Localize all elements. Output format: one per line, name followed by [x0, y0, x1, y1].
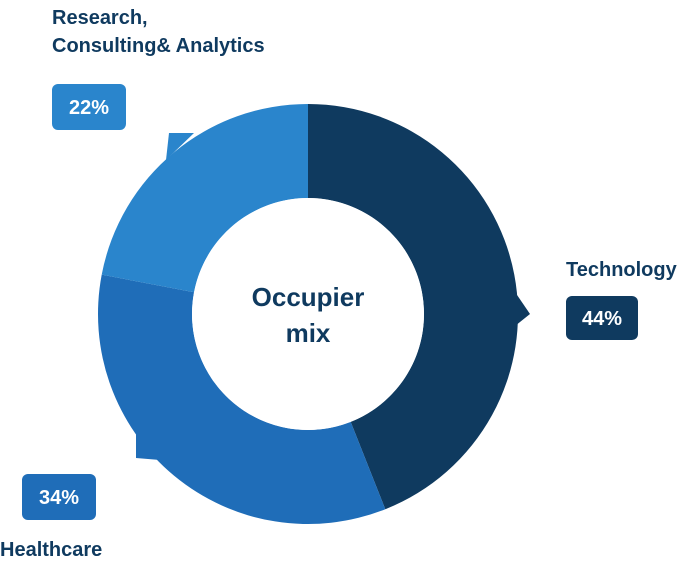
slice-name-label: Technology — [566, 259, 678, 281]
value-badge-label: 22% — [69, 97, 109, 119]
slice-name-label: Consulting& Analytics — [52, 35, 265, 57]
center-label-line-1: Occupier — [252, 282, 365, 312]
value-badge — [566, 296, 638, 340]
slice-name-label: Healthcare — [0, 539, 102, 561]
donut-center: Occupier mix — [192, 198, 424, 430]
value-badge-label: 34% — [39, 487, 79, 509]
donut-slices — [97, 104, 530, 525]
slice-pointer-tab — [515, 292, 530, 326]
slice-label-group: Technology 44% — [566, 259, 678, 340]
slice-technology — [308, 104, 518, 510]
slice-research-consulting-analytics — [101, 104, 308, 293]
value-badge — [22, 474, 96, 520]
slice-healthcare — [97, 274, 386, 525]
donut-hole — [192, 198, 424, 430]
slice-labels: Technology 44% Healthcare 34% Research, Consu… — [0, 7, 678, 561]
slice-label-group: Healthcare 34% — [0, 474, 102, 561]
slice-pointer-tab — [136, 432, 160, 460]
value-badge — [52, 84, 126, 130]
slice-label-group: Research, Consulting& Analytics 22% — [52, 7, 265, 130]
slice-pointer-tab — [166, 133, 194, 160]
value-badge-label: 44% — [582, 308, 622, 330]
center-label-line-2: mix — [286, 318, 331, 348]
slice-name-label: Research, — [52, 7, 148, 29]
